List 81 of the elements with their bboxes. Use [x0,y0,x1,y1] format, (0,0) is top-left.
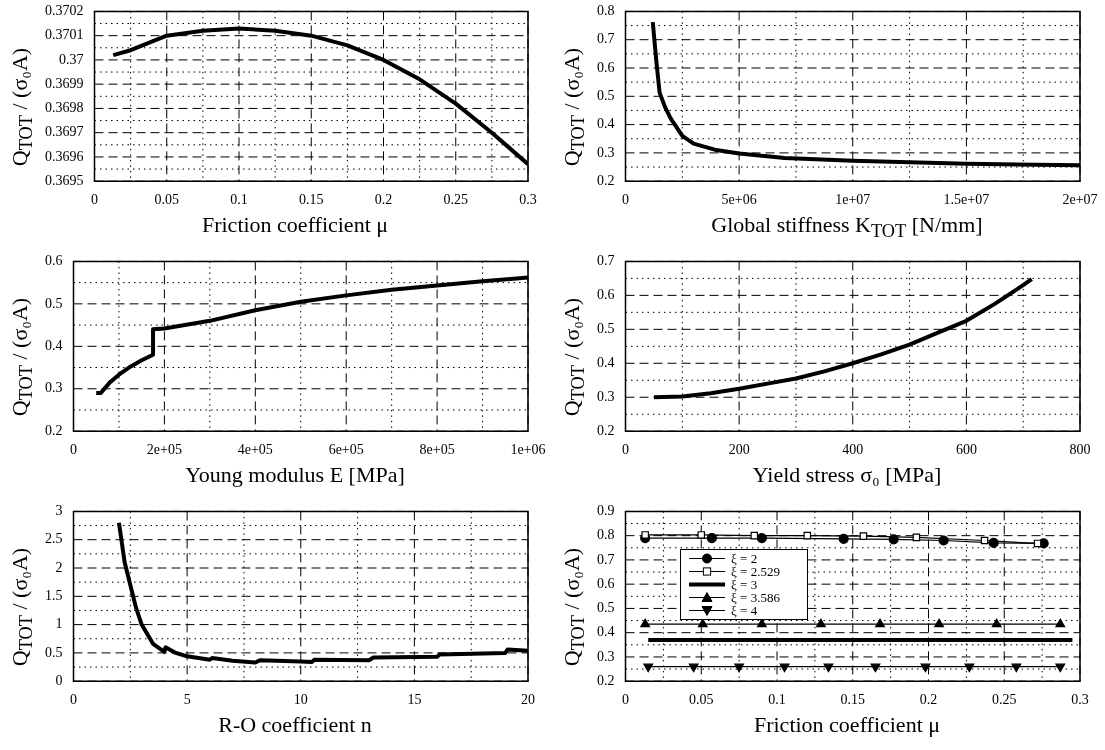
y-tick-label: 0 [55,672,63,688]
x-tick-label: 0.15 [299,192,324,208]
y-tick-label: 0.37 [59,51,84,67]
y-tick-label: 0.3699 [45,75,84,91]
y-tick-label: 0.8 [597,3,615,19]
x-tick-label: 0.25 [992,692,1017,708]
x-tick-label: 0.25 [443,192,468,208]
y-tick-label: 0.6 [597,59,615,75]
y-tick-label: 0.5 [45,644,63,660]
y-tick-label: 3 [55,503,63,519]
x-tick-label: 5 [183,692,191,708]
x-tick-label: 0.2 [374,192,393,208]
y-tick-label: 0.3702 [45,3,84,19]
x-tick-label: 8e+05 [419,442,455,458]
x-tick-label: 0.05 [154,192,179,208]
y-tick-label: 0.2 [597,672,615,688]
x-tick-label: 0 [622,692,629,708]
y-tick-label: 0.2 [597,172,615,188]
y-tick-label: 0.3 [597,144,615,160]
x-tick-label: 0 [622,192,629,208]
y-tick-label: 2.5 [45,531,63,547]
x-axis-title: Friction coefficient μ [752,712,942,738]
x-axis-title: Yield stress σ₀ [MPa] [751,462,943,488]
y-tick-label: 0.7 [597,551,615,567]
y-tick-label: 0.6 [597,287,615,303]
x-tick-label: 0.05 [689,692,714,708]
x-tick-label: 1e+07 [835,192,871,208]
y-tick-label: 0.3 [597,388,615,404]
y-tick-label: 0.8 [597,527,615,543]
y-tick-label: 0.4 [597,354,615,370]
x-tick-label: 0.3 [1071,692,1089,708]
x-tick-label: 2e+05 [146,442,182,458]
x-tick-label: 10 [293,692,308,708]
x-tick-label: 0 [622,442,629,458]
y-tick-label: 0.2 [597,422,615,438]
x-tick-label: 0.2 [919,692,938,708]
y-tick-label: 0.3695 [45,172,84,188]
y-tick-label: 0.5 [597,87,615,103]
y-tick-label: 0.9 [597,503,615,519]
x-tick-label: 0.15 [840,692,865,708]
y-tick-label: 0.7 [597,31,615,47]
y-tick-label: 0.4 [45,337,63,353]
x-tick-label: 200 [728,442,750,458]
legend-label: ξ = 2 [731,550,758,566]
x-tick-label: 1.5e+07 [943,192,990,208]
y-tick-label: 0.5 [597,600,615,616]
y-tick-label: 0.7 [597,253,615,269]
x-tick-label: 0.1 [230,192,248,208]
y-tick-label: 0.3697 [45,124,84,140]
x-tick-label: 0.1 [768,692,786,708]
y-tick-label: 0.6 [45,253,63,269]
x-axis-title: Friction coefficient μ [200,212,390,238]
x-axis-title: Global stiffness K$_{TOT}$ [N/mm] [710,212,984,244]
y-tick-label: 0.5 [45,295,63,311]
y-tick-label: 0.3696 [45,148,84,164]
x-tick-label: 0.3 [519,192,537,208]
y-tick-label: 0.2 [45,422,63,438]
y-tick-label: 0.4 [597,116,615,132]
y-tick-label: 0.5 [597,320,615,336]
y-tick-label: 0.4 [597,624,615,640]
y-tick-label: 0.3 [597,648,615,664]
y-tick-label: 0.3701 [45,27,84,43]
x-tick-label: 1e+06 [510,442,546,458]
x-axis-title: Young modulus E [MPa] [184,462,406,488]
x-tick-label: 5e+06 [721,192,757,208]
x-tick-label: 0 [91,192,98,208]
x-tick-label: 20 [521,692,535,708]
x-axis-title: R-O coefficient n [217,712,373,738]
y-tick-label: 1.5 [45,587,63,603]
y-tick-label: 0.3698 [45,100,84,116]
x-tick-label: 2e+07 [1062,192,1098,208]
x-tick-label: 600 [955,442,977,458]
y-tick-label: 0.3 [45,380,63,396]
y-tick-label: 0.6 [597,575,615,591]
x-tick-label: 800 [1069,442,1091,458]
y-tick-label: 1 [55,616,63,632]
x-tick-label: 15 [407,692,422,708]
x-tick-label: 4e+05 [237,442,273,458]
y-tick-label: 2 [55,559,63,575]
x-tick-label: 6e+05 [328,442,364,458]
x-tick-label: 400 [842,442,864,458]
